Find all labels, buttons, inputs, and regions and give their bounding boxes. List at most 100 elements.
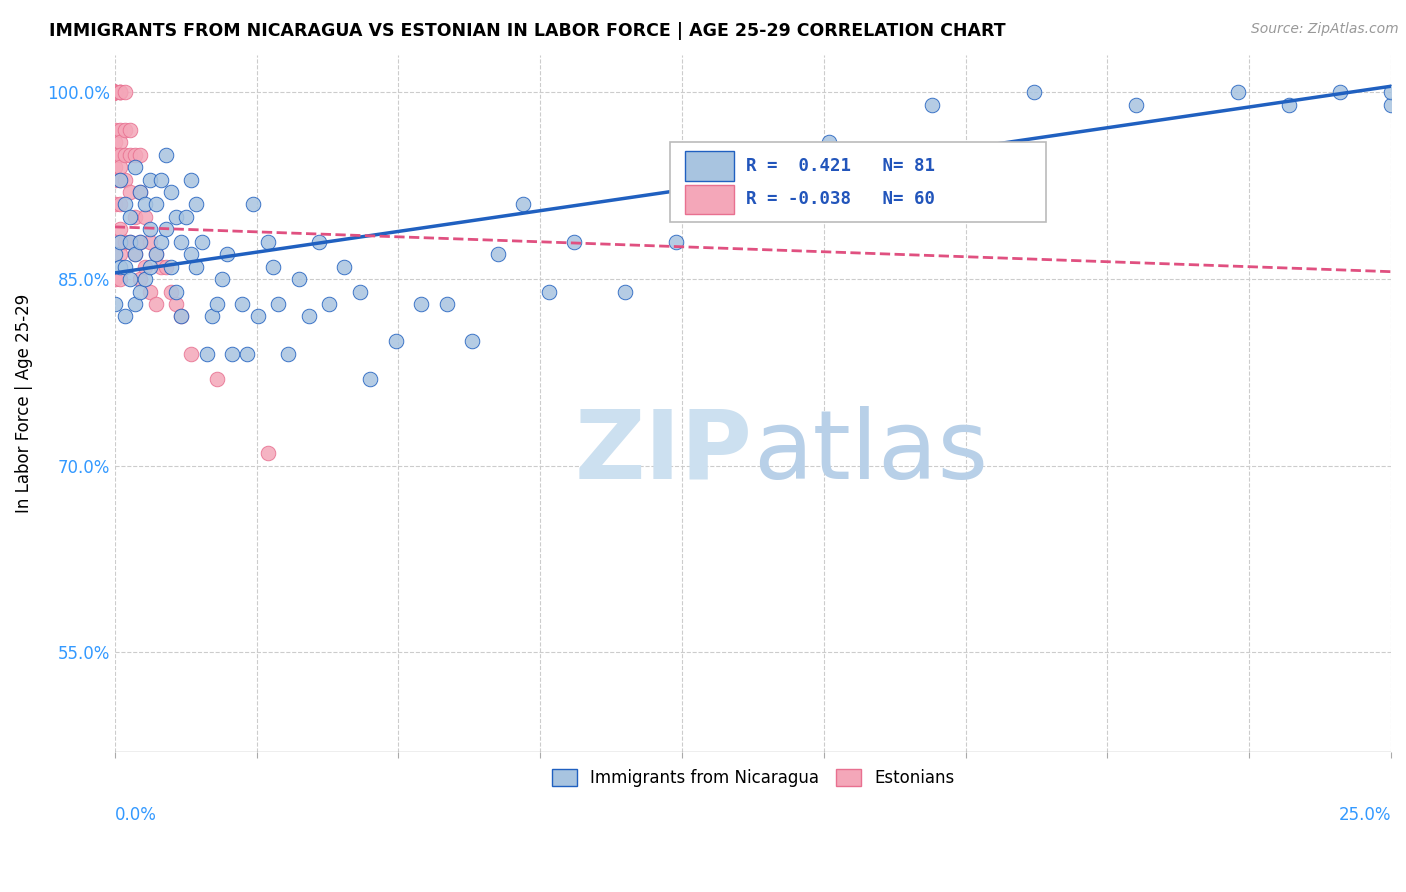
- Point: [120, 272, 142, 286]
- Point: [124, 247, 146, 261]
- Point: [1379, 86, 1402, 100]
- Text: R =  0.421   N= 81: R = 0.421 N= 81: [747, 157, 935, 175]
- Point: [921, 98, 943, 112]
- Point: [129, 147, 152, 161]
- Point: [267, 297, 290, 311]
- Point: [1379, 98, 1402, 112]
- Point: [160, 185, 183, 199]
- Point: [104, 86, 127, 100]
- Point: [104, 86, 127, 100]
- Point: [145, 247, 167, 261]
- Point: [114, 147, 136, 161]
- Point: [186, 197, 208, 211]
- Point: [104, 247, 127, 261]
- Point: [108, 260, 131, 274]
- Point: [409, 297, 432, 311]
- Point: [170, 310, 193, 324]
- Point: [139, 172, 162, 186]
- Point: [114, 197, 136, 211]
- Point: [104, 235, 127, 249]
- Text: 25.0%: 25.0%: [1339, 806, 1391, 824]
- FancyBboxPatch shape: [669, 142, 1046, 222]
- Point: [108, 135, 131, 149]
- Y-axis label: In Labor Force | Age 25-29: In Labor Force | Age 25-29: [15, 294, 32, 513]
- Point: [145, 247, 167, 261]
- Point: [180, 347, 202, 361]
- Point: [180, 247, 202, 261]
- Point: [486, 247, 509, 261]
- Point: [108, 235, 131, 249]
- Point: [205, 372, 228, 386]
- Point: [108, 272, 131, 286]
- Point: [139, 285, 162, 299]
- Point: [155, 147, 177, 161]
- Point: [333, 260, 356, 274]
- Point: [120, 147, 142, 161]
- Point: [114, 260, 136, 274]
- Point: [124, 247, 146, 261]
- Point: [211, 272, 233, 286]
- Point: [165, 210, 187, 224]
- Point: [104, 147, 127, 161]
- Point: [174, 210, 197, 224]
- Point: [246, 310, 269, 324]
- Point: [124, 160, 146, 174]
- Point: [349, 285, 371, 299]
- Point: [298, 310, 321, 324]
- Point: [124, 147, 146, 161]
- Point: [114, 235, 136, 249]
- Point: [104, 86, 127, 100]
- Point: [537, 285, 560, 299]
- Point: [108, 247, 131, 261]
- Point: [104, 86, 127, 100]
- Point: [129, 185, 152, 199]
- Point: [205, 297, 228, 311]
- Point: [195, 347, 218, 361]
- Point: [104, 86, 127, 100]
- Point: [242, 197, 264, 211]
- Point: [155, 260, 177, 274]
- Point: [134, 272, 156, 286]
- Text: ZIP: ZIP: [575, 406, 752, 499]
- Point: [665, 235, 688, 249]
- Point: [104, 272, 127, 286]
- Point: [134, 260, 156, 274]
- Point: [318, 297, 340, 311]
- Point: [108, 86, 131, 100]
- Point: [277, 347, 299, 361]
- Text: R = -0.038   N= 60: R = -0.038 N= 60: [747, 190, 935, 209]
- Point: [104, 86, 127, 100]
- Point: [139, 222, 162, 236]
- Point: [201, 310, 224, 324]
- Point: [124, 297, 146, 311]
- Point: [104, 123, 127, 137]
- Point: [149, 235, 172, 249]
- Point: [170, 235, 193, 249]
- Point: [114, 310, 136, 324]
- Point: [145, 297, 167, 311]
- Point: [818, 135, 841, 149]
- Point: [108, 172, 131, 186]
- Point: [104, 135, 127, 149]
- Point: [190, 235, 212, 249]
- Point: [129, 235, 152, 249]
- Point: [1226, 86, 1249, 100]
- Point: [129, 235, 152, 249]
- Point: [104, 147, 127, 161]
- Point: [104, 86, 127, 100]
- Point: [120, 185, 142, 199]
- Point: [170, 310, 193, 324]
- Point: [108, 172, 131, 186]
- Point: [104, 172, 127, 186]
- Point: [262, 260, 284, 274]
- FancyBboxPatch shape: [685, 185, 734, 214]
- Point: [114, 172, 136, 186]
- Point: [104, 197, 127, 211]
- Point: [562, 235, 585, 249]
- Point: [129, 285, 152, 299]
- Point: [308, 235, 330, 249]
- Point: [257, 446, 280, 460]
- Point: [165, 285, 187, 299]
- Point: [165, 297, 187, 311]
- Point: [221, 347, 243, 361]
